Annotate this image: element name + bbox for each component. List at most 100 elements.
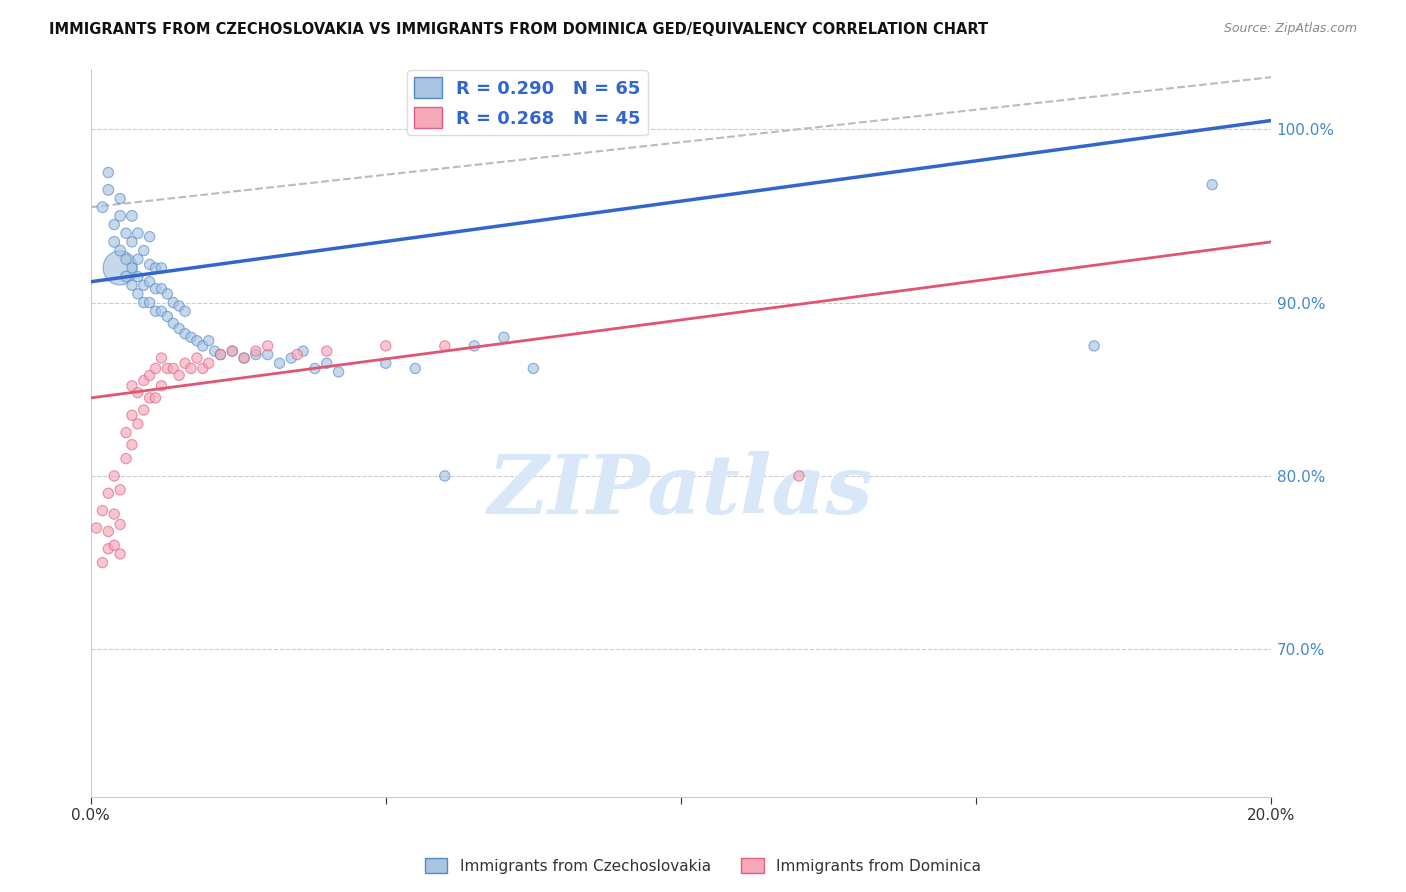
Point xyxy=(233,351,256,365)
Point xyxy=(463,339,485,353)
Point xyxy=(145,282,167,296)
Point xyxy=(108,547,131,561)
Point xyxy=(167,299,190,313)
Point xyxy=(162,317,184,331)
Text: Source: ZipAtlas.com: Source: ZipAtlas.com xyxy=(1223,22,1357,36)
Point xyxy=(180,330,202,344)
Point xyxy=(103,507,125,521)
Point xyxy=(245,348,267,362)
Point xyxy=(108,244,131,258)
Text: IMMIGRANTS FROM CZECHOSLOVAKIA VS IMMIGRANTS FROM DOMINICA GED/EQUIVALENCY CORRE: IMMIGRANTS FROM CZECHOSLOVAKIA VS IMMIGR… xyxy=(49,22,988,37)
Point xyxy=(328,365,350,379)
Point xyxy=(145,361,167,376)
Point xyxy=(97,183,120,197)
Point xyxy=(103,469,125,483)
Point xyxy=(103,235,125,249)
Point xyxy=(285,348,308,362)
Point xyxy=(127,286,149,301)
Point xyxy=(91,200,114,214)
Point xyxy=(138,391,160,405)
Point xyxy=(121,438,143,452)
Point xyxy=(374,356,396,370)
Point xyxy=(108,209,131,223)
Point xyxy=(404,361,426,376)
Point xyxy=(115,226,138,240)
Point xyxy=(150,351,173,365)
Point xyxy=(97,524,120,539)
Point xyxy=(138,257,160,271)
Point xyxy=(97,486,120,500)
Point xyxy=(315,344,337,359)
Point xyxy=(115,269,138,284)
Legend: R = 0.290   N = 65, R = 0.268   N = 45: R = 0.290 N = 65, R = 0.268 N = 45 xyxy=(408,70,648,136)
Point xyxy=(162,295,184,310)
Point xyxy=(156,286,179,301)
Point xyxy=(191,361,214,376)
Point xyxy=(121,409,143,423)
Point xyxy=(127,226,149,240)
Point xyxy=(108,260,131,275)
Point xyxy=(209,348,232,362)
Point xyxy=(91,556,114,570)
Point xyxy=(167,368,190,383)
Point xyxy=(156,310,179,324)
Point xyxy=(1083,339,1105,353)
Point xyxy=(180,361,202,376)
Point xyxy=(1201,178,1223,192)
Point xyxy=(132,403,155,417)
Point xyxy=(138,229,160,244)
Point xyxy=(204,344,226,359)
Point xyxy=(145,260,167,275)
Point xyxy=(162,361,184,376)
Point xyxy=(174,304,197,318)
Point xyxy=(145,391,167,405)
Point xyxy=(132,374,155,388)
Point xyxy=(121,278,143,293)
Point xyxy=(233,351,256,365)
Point xyxy=(91,503,114,517)
Legend: Immigrants from Czechoslovakia, Immigrants from Dominica: Immigrants from Czechoslovakia, Immigran… xyxy=(419,852,987,880)
Point xyxy=(127,417,149,431)
Point xyxy=(280,351,302,365)
Point xyxy=(221,344,243,359)
Point xyxy=(97,541,120,556)
Point xyxy=(191,339,214,353)
Point xyxy=(197,334,219,348)
Point xyxy=(197,356,219,370)
Point xyxy=(522,361,544,376)
Point xyxy=(167,321,190,335)
Point xyxy=(174,356,197,370)
Point xyxy=(115,451,138,466)
Point xyxy=(127,385,149,400)
Point xyxy=(292,344,315,359)
Point xyxy=(108,517,131,532)
Point xyxy=(433,339,456,353)
Point xyxy=(374,339,396,353)
Point xyxy=(121,260,143,275)
Point xyxy=(86,521,108,535)
Point xyxy=(433,469,456,483)
Point xyxy=(245,344,267,359)
Point xyxy=(97,165,120,179)
Point xyxy=(150,260,173,275)
Point xyxy=(127,252,149,267)
Point xyxy=(174,326,197,341)
Point xyxy=(103,218,125,232)
Point xyxy=(186,351,208,365)
Point xyxy=(121,209,143,223)
Point xyxy=(256,348,278,362)
Point xyxy=(150,282,173,296)
Point xyxy=(156,361,179,376)
Point xyxy=(787,469,810,483)
Point xyxy=(304,361,326,376)
Point xyxy=(138,368,160,383)
Point xyxy=(150,304,173,318)
Point xyxy=(209,348,232,362)
Point xyxy=(115,252,138,267)
Point xyxy=(121,378,143,392)
Point xyxy=(150,378,173,392)
Point xyxy=(138,275,160,289)
Point xyxy=(132,278,155,293)
Point xyxy=(138,295,160,310)
Point xyxy=(127,269,149,284)
